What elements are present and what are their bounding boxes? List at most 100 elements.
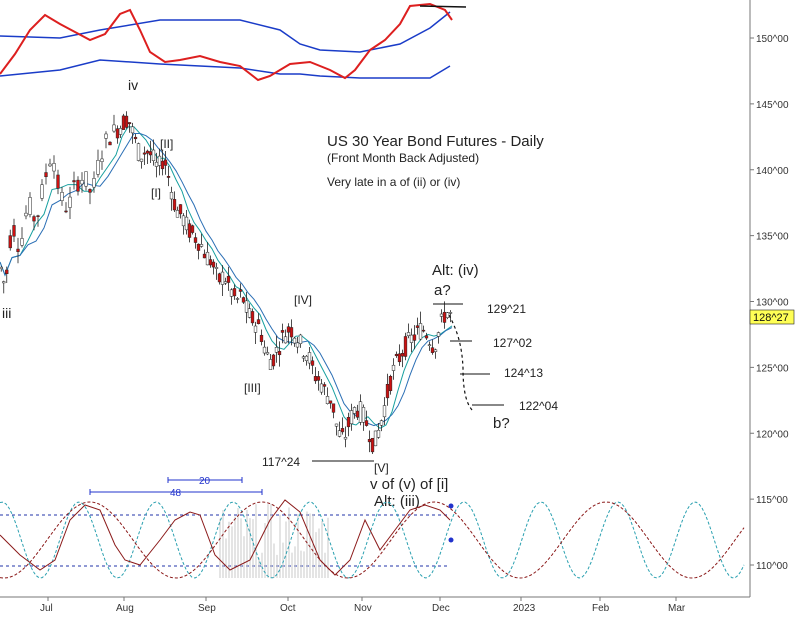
candle [250, 308, 255, 326]
x-tick-label: Feb [592, 603, 610, 614]
candle [274, 335, 279, 363]
candle [166, 165, 171, 187]
candle [205, 242, 210, 266]
candle [40, 179, 44, 202]
candle [72, 171, 76, 190]
candle [8, 229, 12, 251]
chart-title: US 30 Year Bond Futures - Daily [327, 133, 544, 150]
y-tick-label: 145^00 [756, 100, 789, 111]
candle [256, 313, 261, 325]
wave-label-iv: iv [128, 77, 138, 93]
candle [292, 336, 297, 347]
candle [388, 374, 393, 395]
candle [271, 353, 276, 370]
cycle-label: 48 [170, 488, 182, 499]
x-tick-label: Oct [280, 603, 296, 614]
band-upper [0, 11, 451, 53]
candle [259, 329, 264, 346]
candle [157, 148, 162, 176]
cycle-48-wave [0, 501, 745, 579]
chart-note: Very late in a of (ii) or (iv) [327, 175, 460, 189]
candle [32, 214, 36, 231]
candle [60, 186, 64, 206]
candle [391, 358, 396, 380]
candle [283, 329, 288, 344]
wave-label-b: b? [493, 415, 510, 432]
candle [214, 262, 219, 280]
last-price-tag: 128^27 [749, 309, 795, 325]
candle [349, 403, 354, 431]
candle [127, 122, 132, 133]
cycle-20-bracket: 20 [167, 476, 243, 487]
cycle-marker-high [448, 503, 454, 509]
chart-subtitle: (Front Month Back Adjusted) [327, 151, 479, 165]
y-tick-label: 140^00 [756, 166, 789, 177]
wave-label-alt-iv: Alt: (iv) [432, 262, 479, 279]
y-tick-label: 115^00 [756, 495, 788, 506]
candle [64, 202, 68, 214]
candle [133, 134, 138, 144]
candle [108, 141, 112, 146]
candle [48, 158, 52, 167]
x-tick-label: Nov [354, 603, 372, 614]
annotations: US 30 Year Bond Futures - Daily (Front M… [2, 77, 558, 510]
candle [427, 341, 432, 351]
price-candles [0, 111, 453, 455]
candle [406, 323, 411, 339]
candle [169, 186, 174, 211]
price-axis: 110^00 115^00 120^00 125^00 130^00 135^00 140^… [749, 0, 789, 597]
candle [289, 319, 294, 346]
candle [316, 371, 321, 391]
y-tick-label: 135^00 [756, 232, 789, 243]
candle [104, 131, 108, 149]
candle [424, 332, 429, 341]
wave-label-a: a? [434, 282, 451, 299]
y-tick-label: 150^00 [756, 34, 789, 45]
candle [24, 205, 28, 220]
candle [172, 191, 177, 212]
cycle-label: 20 [199, 476, 211, 487]
candle [193, 232, 198, 249]
candle [80, 172, 84, 193]
cycle-20-wave [0, 501, 745, 579]
wave-label-III: [III] [244, 381, 261, 395]
candle [328, 400, 333, 409]
level-label-127-02: 127^02 [493, 336, 532, 350]
time-axis: Jul Aug Sep Oct Nov Dec 2023 Feb Mar [0, 596, 750, 614]
candle [235, 296, 240, 304]
candle [337, 421, 342, 438]
level-label-129-21: 129^21 [487, 302, 526, 316]
candle [118, 125, 123, 138]
candle [76, 176, 80, 196]
candle [340, 417, 345, 435]
candle [2, 280, 6, 294]
y-tick-label: 110^00 [756, 561, 788, 572]
candle [295, 336, 300, 354]
y-tick-label: 130^00 [756, 298, 789, 309]
candle [334, 423, 339, 436]
candle [124, 111, 129, 129]
candle [319, 378, 324, 395]
cycle-marker-low [448, 537, 454, 543]
x-tick-label: Mar [668, 603, 686, 614]
x-tick-label: Aug [116, 603, 134, 614]
candle [421, 325, 426, 333]
wave-label-I: [I] [151, 186, 161, 200]
candle [20, 227, 24, 248]
candle [238, 283, 243, 298]
level-label-117-24: 117^24 [262, 455, 300, 469]
candle [56, 169, 60, 195]
candle [403, 332, 408, 361]
candle [196, 243, 201, 260]
candle [151, 139, 156, 166]
candle [397, 344, 402, 366]
candle [325, 387, 330, 405]
wave-label-IV: [IV] [294, 293, 312, 307]
candle [280, 323, 285, 344]
candle [52, 155, 56, 179]
y-tick-label: 125^00 [756, 363, 789, 374]
candle [68, 186, 72, 220]
